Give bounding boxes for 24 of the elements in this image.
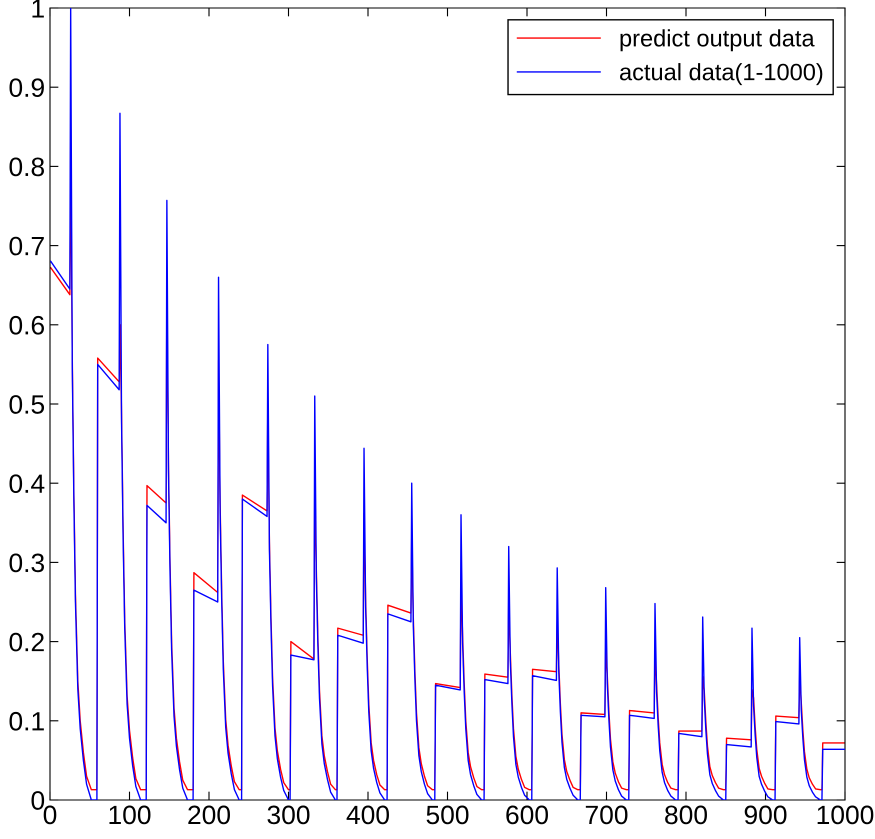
y-tick-label: 0.7: [9, 236, 44, 256]
legend-label: actual data(1-1000): [620, 63, 822, 86]
x-tick-label: 900: [744, 806, 786, 824]
y-tick-label: 0.8: [9, 158, 44, 176]
x-tick-label: 100: [110, 806, 150, 824]
x-tick-label: 0: [44, 806, 56, 824]
y-tick-label: 0: [31, 791, 44, 810]
x-tick-label: 200: [188, 806, 230, 824]
y-tick-label: 0.3: [9, 554, 44, 572]
line-series: [50, 8, 845, 800]
legend-label: predict output data: [620, 29, 815, 52]
x-tick-label: 500: [426, 806, 468, 824]
x-tick-label: 400: [346, 806, 389, 824]
y-tick-label: 0.1: [9, 712, 44, 731]
x-tick-label: 300: [267, 806, 310, 824]
x-tick-label: 700: [586, 806, 628, 824]
x-tick-label: 1000: [818, 806, 874, 824]
x-tick-label: 600: [506, 806, 548, 824]
x-tick-label: 800: [665, 806, 707, 824]
y-tick-label: 0.9: [9, 78, 44, 98]
y-tick-label: 0.6: [9, 316, 44, 335]
y-tick-label: 0.4: [9, 474, 44, 494]
y-tick-label: 0.5: [9, 395, 44, 414]
y-tick-label: 0.2: [9, 632, 44, 652]
